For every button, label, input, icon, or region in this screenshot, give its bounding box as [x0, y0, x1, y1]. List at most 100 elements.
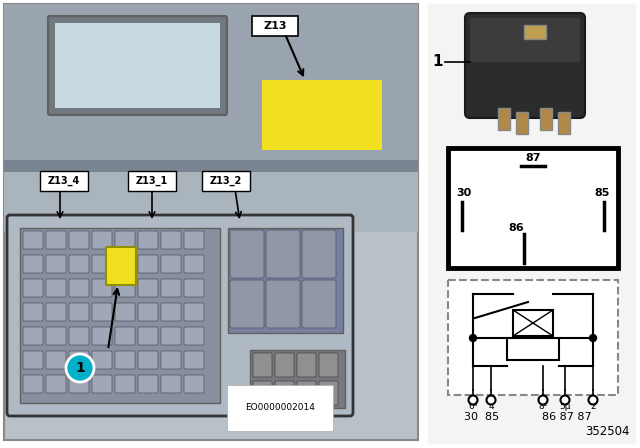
FancyBboxPatch shape [106, 247, 136, 285]
FancyBboxPatch shape [161, 255, 181, 273]
FancyBboxPatch shape [275, 353, 294, 377]
Circle shape [470, 335, 477, 341]
FancyBboxPatch shape [161, 327, 181, 345]
FancyBboxPatch shape [138, 351, 158, 369]
FancyBboxPatch shape [184, 351, 204, 369]
FancyBboxPatch shape [138, 375, 158, 393]
FancyBboxPatch shape [540, 108, 552, 130]
FancyBboxPatch shape [69, 351, 89, 369]
Text: 1: 1 [433, 55, 444, 69]
FancyBboxPatch shape [302, 230, 336, 278]
FancyBboxPatch shape [23, 279, 43, 297]
FancyBboxPatch shape [7, 215, 353, 416]
FancyBboxPatch shape [161, 375, 181, 393]
FancyBboxPatch shape [4, 160, 418, 172]
FancyBboxPatch shape [253, 381, 272, 405]
FancyBboxPatch shape [69, 255, 89, 273]
FancyBboxPatch shape [69, 327, 89, 345]
FancyBboxPatch shape [507, 338, 559, 360]
Text: 4: 4 [488, 402, 494, 411]
FancyBboxPatch shape [23, 327, 43, 345]
FancyBboxPatch shape [319, 381, 338, 405]
FancyBboxPatch shape [69, 231, 89, 249]
FancyBboxPatch shape [46, 231, 66, 249]
FancyBboxPatch shape [92, 375, 112, 393]
FancyBboxPatch shape [46, 351, 66, 369]
Text: Z13: Z13 [263, 21, 287, 31]
FancyBboxPatch shape [23, 255, 43, 273]
FancyBboxPatch shape [230, 280, 264, 328]
Text: Z13_4: Z13_4 [48, 176, 80, 186]
FancyBboxPatch shape [115, 231, 135, 249]
FancyBboxPatch shape [428, 4, 636, 444]
FancyBboxPatch shape [498, 108, 510, 130]
Text: 6³: 6³ [468, 402, 477, 411]
FancyBboxPatch shape [115, 279, 135, 297]
FancyBboxPatch shape [138, 255, 158, 273]
Circle shape [561, 396, 570, 405]
FancyBboxPatch shape [252, 16, 298, 36]
FancyBboxPatch shape [23, 375, 43, 393]
FancyBboxPatch shape [48, 16, 227, 115]
FancyBboxPatch shape [266, 280, 300, 328]
FancyBboxPatch shape [266, 230, 300, 278]
Circle shape [486, 396, 495, 405]
FancyBboxPatch shape [470, 18, 580, 62]
Text: 30  85: 30 85 [465, 412, 500, 422]
FancyBboxPatch shape [184, 231, 204, 249]
FancyBboxPatch shape [138, 327, 158, 345]
Text: 85: 85 [595, 188, 610, 198]
FancyBboxPatch shape [92, 255, 112, 273]
FancyBboxPatch shape [92, 327, 112, 345]
FancyBboxPatch shape [138, 279, 158, 297]
FancyBboxPatch shape [275, 381, 294, 405]
FancyBboxPatch shape [92, 231, 112, 249]
FancyBboxPatch shape [184, 255, 204, 273]
FancyBboxPatch shape [262, 80, 382, 150]
FancyBboxPatch shape [4, 4, 418, 164]
Circle shape [538, 396, 547, 405]
FancyBboxPatch shape [4, 4, 418, 440]
FancyBboxPatch shape [297, 381, 316, 405]
FancyBboxPatch shape [230, 230, 264, 278]
FancyBboxPatch shape [297, 353, 316, 377]
Text: 87: 87 [525, 153, 541, 163]
FancyBboxPatch shape [92, 303, 112, 321]
Text: EO0000002014: EO0000002014 [245, 404, 315, 413]
FancyBboxPatch shape [513, 310, 553, 336]
FancyBboxPatch shape [253, 353, 272, 377]
FancyBboxPatch shape [184, 327, 204, 345]
FancyBboxPatch shape [465, 13, 585, 118]
FancyBboxPatch shape [558, 112, 570, 134]
FancyBboxPatch shape [161, 279, 181, 297]
Text: Z13_2: Z13_2 [210, 176, 242, 186]
FancyBboxPatch shape [161, 303, 181, 321]
FancyBboxPatch shape [448, 148, 618, 268]
FancyBboxPatch shape [92, 279, 112, 297]
FancyBboxPatch shape [23, 351, 43, 369]
FancyBboxPatch shape [46, 279, 66, 297]
FancyBboxPatch shape [20, 228, 220, 403]
Text: 30: 30 [456, 188, 471, 198]
FancyBboxPatch shape [161, 231, 181, 249]
FancyBboxPatch shape [128, 171, 176, 191]
Text: 2: 2 [590, 402, 596, 411]
FancyBboxPatch shape [69, 375, 89, 393]
FancyBboxPatch shape [448, 280, 618, 395]
FancyBboxPatch shape [184, 375, 204, 393]
FancyBboxPatch shape [46, 375, 66, 393]
FancyBboxPatch shape [55, 23, 220, 108]
FancyBboxPatch shape [524, 25, 546, 39]
Text: Z13_1: Z13_1 [136, 176, 168, 186]
FancyBboxPatch shape [250, 350, 345, 408]
FancyBboxPatch shape [138, 303, 158, 321]
FancyBboxPatch shape [115, 375, 135, 393]
FancyBboxPatch shape [4, 172, 418, 232]
Circle shape [468, 396, 477, 405]
FancyBboxPatch shape [138, 231, 158, 249]
FancyBboxPatch shape [202, 171, 250, 191]
FancyBboxPatch shape [46, 327, 66, 345]
FancyBboxPatch shape [69, 279, 89, 297]
Text: 5µ: 5µ [559, 402, 571, 411]
FancyBboxPatch shape [161, 351, 181, 369]
